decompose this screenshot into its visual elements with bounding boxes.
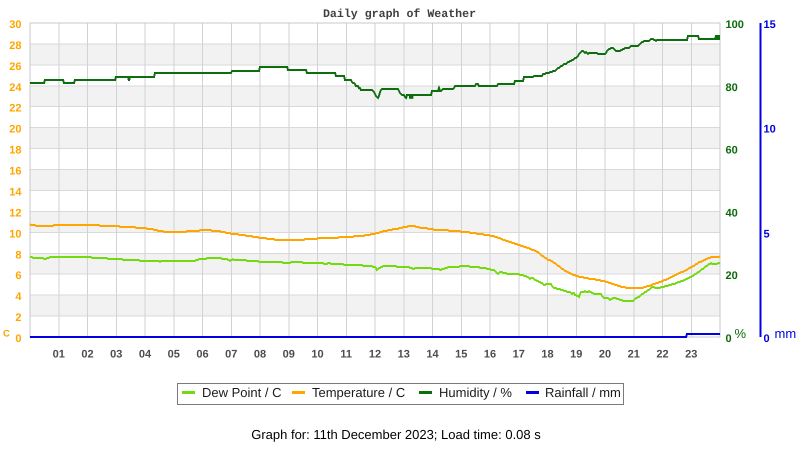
svg-text:16: 16 [484,349,496,361]
svg-text:6: 6 [15,270,21,282]
svg-text:4: 4 [15,291,22,303]
svg-text:2: 2 [15,312,21,324]
svg-text:14: 14 [426,349,439,361]
svg-text:14: 14 [9,186,22,198]
svg-text:Dew Point / C: Dew Point / C [202,385,281,400]
svg-text:20: 20 [9,124,21,136]
svg-text:26: 26 [9,61,21,73]
svg-text:07: 07 [225,349,237,361]
svg-text:Rainfall / mm: Rainfall / mm [545,385,621,400]
svg-text:04: 04 [139,349,152,361]
svg-text:5: 5 [764,228,770,240]
svg-text:20: 20 [599,349,611,361]
svg-text:01: 01 [53,349,65,361]
svg-text:05: 05 [168,349,180,361]
svg-text:C: C [3,329,10,340]
svg-text:12: 12 [9,207,21,219]
svg-text:20: 20 [726,270,738,282]
svg-text:17: 17 [513,349,525,361]
svg-text:10: 10 [9,228,21,240]
svg-text:15: 15 [455,349,467,361]
svg-text:23: 23 [685,349,697,361]
svg-text:Temperature / C: Temperature / C [312,385,405,400]
svg-text:18: 18 [541,349,553,361]
svg-text:08: 08 [254,349,266,361]
svg-text:%: % [735,326,747,341]
svg-text:0: 0 [15,333,21,345]
svg-text:19: 19 [570,349,582,361]
svg-text:40: 40 [726,207,738,219]
svg-text:Graph for: 11th December 2023;: Graph for: 11th December 2023; Load time… [251,427,541,442]
svg-text:80: 80 [726,82,738,94]
svg-text:10: 10 [311,349,323,361]
svg-text:Humidity / %: Humidity / % [439,385,512,400]
svg-text:16: 16 [9,166,21,178]
svg-text:10: 10 [764,124,776,136]
svg-text:06: 06 [196,349,208,361]
svg-text:30: 30 [9,19,21,31]
svg-text:03: 03 [110,349,122,361]
svg-text:18: 18 [9,145,21,157]
svg-text:02: 02 [81,349,93,361]
svg-text:15: 15 [764,19,776,31]
svg-text:22: 22 [656,349,668,361]
svg-text:0: 0 [764,333,770,345]
svg-text:21: 21 [628,349,640,361]
svg-text:100: 100 [726,19,744,31]
svg-text:12: 12 [369,349,381,361]
svg-text:Daily graph of Weather: Daily graph of Weather [323,8,476,21]
svg-text:09: 09 [283,349,295,361]
svg-text:mm: mm [775,326,797,341]
svg-text:24: 24 [9,82,22,94]
svg-text:0: 0 [726,333,732,345]
svg-text:11: 11 [340,349,352,361]
svg-text:22: 22 [9,103,21,115]
svg-text:60: 60 [726,145,738,157]
svg-text:13: 13 [398,349,410,361]
svg-text:28: 28 [9,40,21,52]
svg-text:8: 8 [15,249,21,261]
